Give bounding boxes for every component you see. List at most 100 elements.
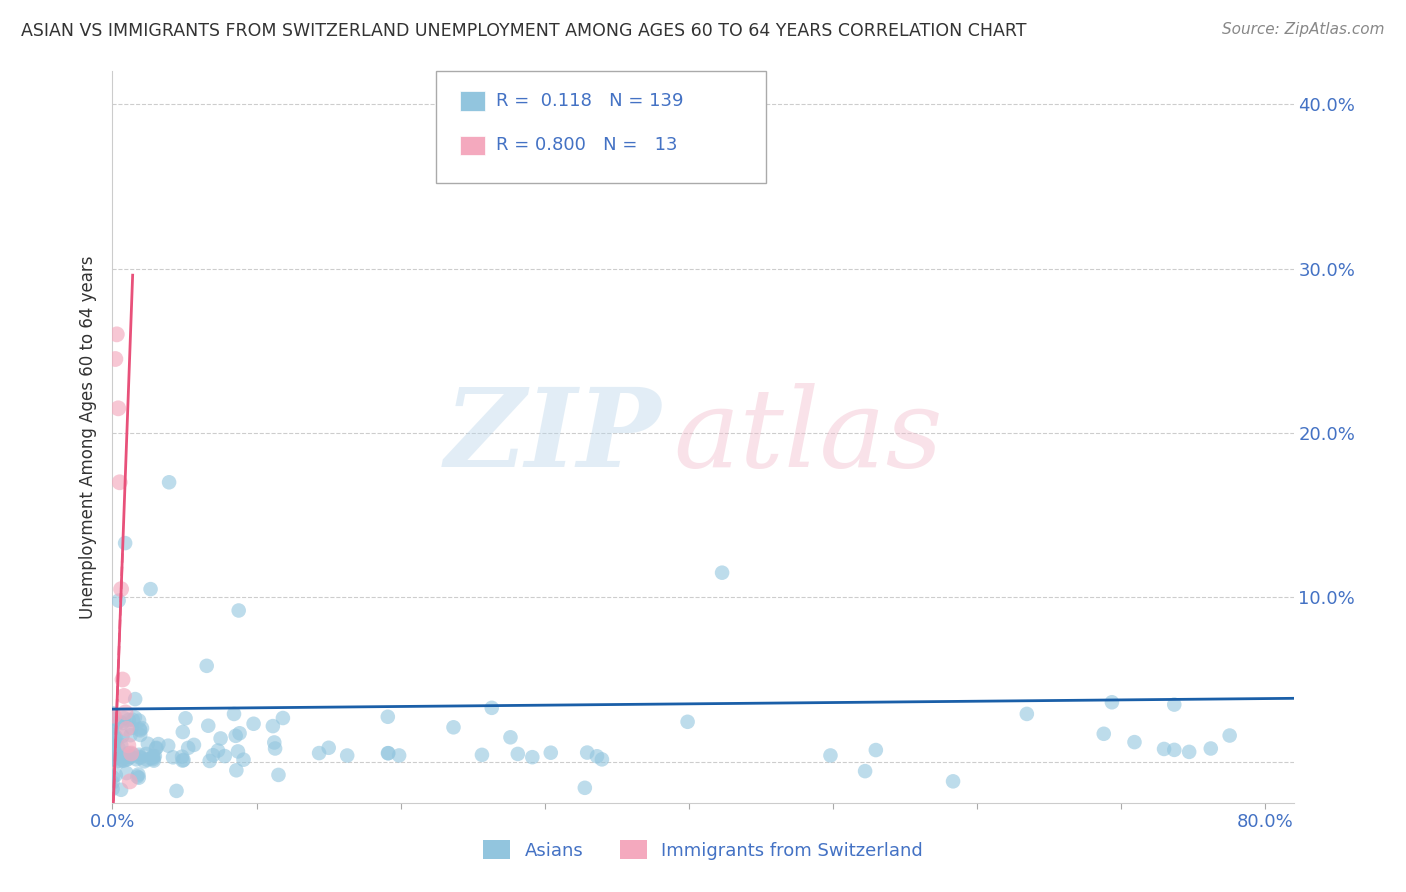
Point (128, 747, 150, 762)
Point (145, 740, 167, 755)
Point (308, 746, 330, 760)
Point (574, 780, 596, 795)
Point (112, 711, 135, 725)
Point (101, 771, 124, 785)
Point (388, 748, 411, 763)
Legend: Asians, Immigrants from Switzerland: Asians, Immigrants from Switzerland (477, 833, 929, 867)
Point (118, 713, 141, 727)
Point (108, 475, 131, 490)
Point (131, 721, 153, 735)
Point (117, 739, 139, 753)
Point (481, 701, 503, 715)
Point (120, 747, 142, 761)
Point (228, 726, 250, 740)
Point (128, 749, 150, 764)
Point (134, 755, 156, 769)
Point (104, 351, 127, 366)
Point (1178, 745, 1201, 759)
Point (142, 752, 165, 766)
Point (1123, 735, 1146, 749)
Point (110, 582, 132, 596)
Point (104, 768, 127, 782)
Point (198, 754, 221, 768)
Point (207, 743, 229, 757)
Point (108, 714, 131, 729)
Point (110, 782, 132, 797)
Point (197, 719, 219, 733)
Point (586, 749, 609, 764)
Point (143, 749, 166, 764)
Point (103, 712, 125, 726)
Point (222, 706, 245, 721)
Point (377, 746, 399, 760)
Text: Source: ZipAtlas.com: Source: ZipAtlas.com (1222, 22, 1385, 37)
Point (129, 751, 152, 765)
Point (202, 748, 225, 763)
Point (148, 737, 170, 751)
Point (104, 749, 127, 764)
Point (1092, 727, 1115, 741)
Point (112, 689, 135, 703)
Point (120, 749, 142, 764)
Point (145, 741, 167, 756)
Point (1101, 695, 1123, 709)
Point (107, 750, 129, 764)
Point (101, 775, 124, 789)
Point (183, 738, 205, 752)
Point (136, 737, 159, 751)
Point (129, 728, 152, 742)
Point (121, 747, 143, 761)
Point (105, 731, 128, 746)
Point (853, 764, 876, 779)
Point (110, 738, 132, 752)
Point (506, 747, 529, 761)
Y-axis label: Unemployment Among Ages 60 to 64 years: Unemployment Among Ages 60 to 64 years (79, 255, 97, 619)
Point (105, 715, 128, 730)
Point (209, 731, 232, 746)
Point (127, 770, 149, 784)
Point (540, 746, 562, 760)
Point (522, 750, 544, 764)
Point (499, 731, 522, 745)
Point (172, 725, 194, 739)
Point (105, 747, 128, 762)
Point (125, 752, 148, 766)
Point (142, 749, 165, 764)
Point (576, 746, 599, 760)
Point (111, 716, 134, 731)
Point (942, 774, 965, 789)
Text: ZIP: ZIP (446, 384, 662, 491)
Point (124, 710, 146, 724)
Point (1219, 729, 1241, 743)
Point (267, 768, 290, 782)
Point (157, 739, 180, 753)
Point (177, 740, 200, 755)
Point (172, 754, 194, 768)
Point (162, 750, 184, 764)
Point (128, 714, 150, 728)
Point (242, 716, 264, 731)
Point (676, 714, 699, 729)
Point (118, 750, 141, 764)
Point (127, 767, 149, 781)
Point (103, 708, 125, 723)
Point (318, 740, 340, 755)
Point (101, 706, 124, 721)
Point (1153, 742, 1175, 756)
Point (226, 744, 249, 758)
Point (157, 475, 180, 490)
Point (128, 771, 150, 785)
Point (124, 692, 146, 706)
Point (1199, 741, 1222, 756)
Point (101, 781, 124, 796)
Text: ASIAN VS IMMIGRANTS FROM SWITZERLAND UNEMPLOYMENT AMONG AGES 60 TO 64 YEARS CORR: ASIAN VS IMMIGRANTS FROM SWITZERLAND UNE… (21, 22, 1026, 40)
Point (129, 723, 152, 738)
Point (104, 730, 127, 744)
Point (103, 744, 125, 758)
Text: R = 0.800   N =   13: R = 0.800 N = 13 (496, 136, 678, 154)
Point (107, 401, 129, 416)
Point (101, 719, 124, 733)
Point (117, 752, 139, 766)
Point (111, 753, 134, 767)
Point (1163, 698, 1185, 712)
